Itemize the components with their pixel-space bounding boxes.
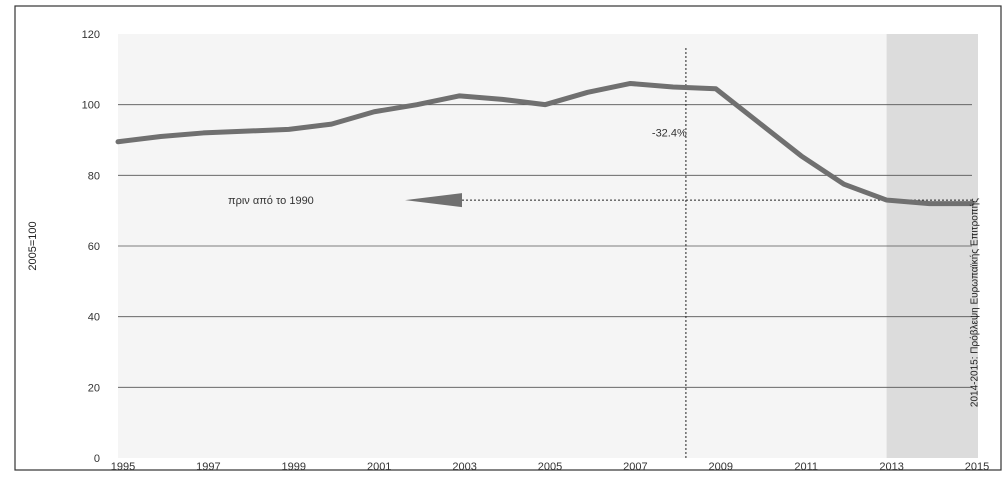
y-tick-label: 20: [88, 382, 100, 394]
x-axis-ticks: 1995 1997 1999 2001 2003 2005 2007 2009 2011 2013…: [111, 461, 989, 473]
y-axis-ticks: 0 20 40 60 80 100 120: [82, 29, 100, 465]
reference-annotation: πριν από το 1990: [228, 195, 314, 207]
x-tick-label: 2007: [623, 461, 647, 473]
reference-arrow-icon: [405, 193, 462, 208]
change-annotation: -32.4%: [652, 127, 687, 139]
y-axis-label: 2005=100: [27, 221, 39, 270]
x-tick-label: 1997: [196, 461, 220, 473]
x-tick-label: 2009: [709, 461, 733, 473]
y-tick-label: 80: [88, 170, 100, 182]
x-tick-label: 2003: [452, 461, 476, 473]
y-tick-label: 100: [82, 100, 100, 112]
x-tick-label: 2013: [879, 461, 903, 473]
y-tick-label: 40: [88, 312, 100, 324]
x-tick-label: 2011: [794, 461, 818, 473]
y-tick-label: 60: [88, 241, 100, 253]
y-tick-label: 120: [82, 29, 100, 41]
x-tick-label: 1999: [282, 461, 306, 473]
x-tick-label: 1995: [111, 461, 135, 473]
x-tick-label: 2001: [367, 461, 391, 473]
x-tick-label: 2015: [965, 461, 989, 473]
forecast-band-label: 2014-2015: Πρόβλεψη Ευρωπαϊκής Επιτροπής: [968, 198, 980, 407]
series-line: [115, 80, 975, 207]
y-tick-label: 0: [94, 453, 100, 465]
x-tick-label: 2005: [538, 461, 562, 473]
